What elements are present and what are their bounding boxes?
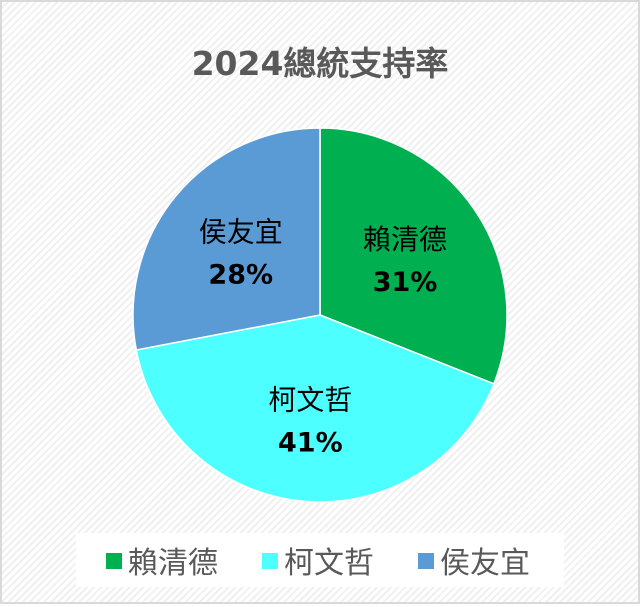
data-label-value: 41% <box>278 427 343 458</box>
legend-swatch-2 <box>262 553 278 569</box>
data-label-value: 28% <box>208 259 273 290</box>
data-label-name: 賴清德 <box>363 223 447 256</box>
legend-background <box>76 533 564 587</box>
data-label-name: 侯友宜 <box>199 215 283 248</box>
legend-label-2: 柯文哲 <box>284 546 374 581</box>
legend-swatch-1 <box>106 553 122 569</box>
legend-swatch-3 <box>418 553 434 569</box>
legend-label-1: 賴清德 <box>128 546 218 581</box>
pie-slice-3 <box>132 127 321 351</box>
chart-title: 2024總統支持率 <box>192 44 449 83</box>
data-label-value: 31% <box>373 267 438 298</box>
pie-slice-2 <box>135 314 495 503</box>
pie-slice-1 <box>319 127 508 385</box>
data-label-name: 柯文哲 <box>268 383 352 416</box>
legend-label-3: 侯友宜 <box>440 546 530 581</box>
